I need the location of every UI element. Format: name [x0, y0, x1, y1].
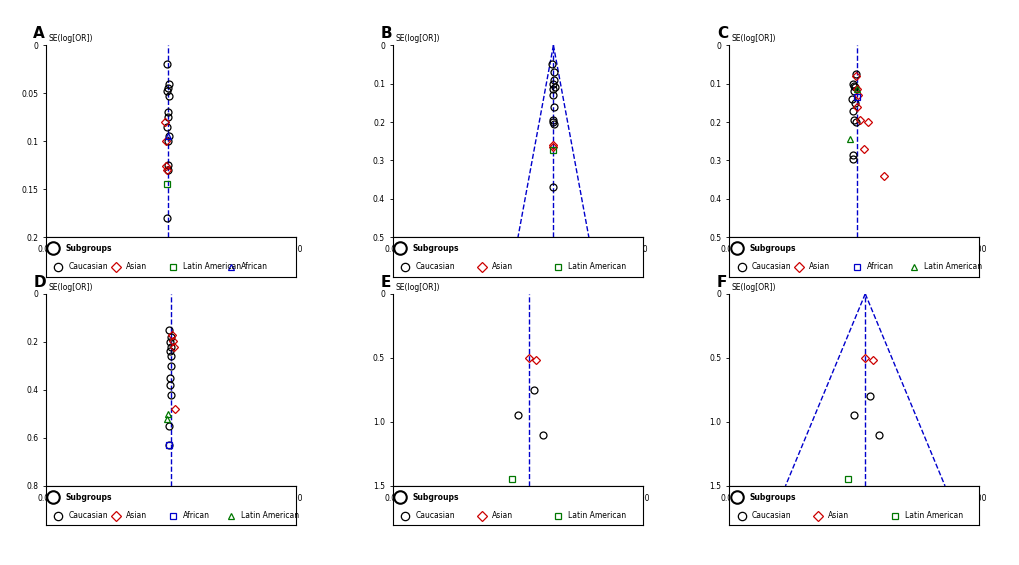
Text: Subgroups: Subgroups	[749, 245, 795, 254]
Text: Caucasian: Caucasian	[415, 511, 454, 520]
Text: Caucasian: Caucasian	[415, 263, 454, 271]
Text: OR: OR	[631, 488, 642, 497]
Text: Subgroups: Subgroups	[749, 493, 795, 502]
Text: Asian: Asian	[125, 511, 147, 520]
Text: Subgroups: Subgroups	[413, 245, 459, 254]
Text: Caucasian: Caucasian	[68, 511, 108, 520]
Text: Latin American: Latin American	[240, 511, 299, 520]
Text: Latin American: Latin American	[568, 511, 626, 520]
Text: Asian: Asian	[125, 263, 147, 271]
Text: Subgroups: Subgroups	[66, 245, 112, 254]
Text: Caucasian: Caucasian	[68, 263, 108, 271]
Text: Asian: Asian	[808, 263, 829, 271]
Text: African: African	[240, 263, 268, 271]
Text: Latin American: Latin American	[568, 263, 626, 271]
Text: Caucasian: Caucasian	[751, 263, 791, 271]
Text: Caucasian: Caucasian	[751, 511, 791, 520]
Text: Asian: Asian	[491, 511, 513, 520]
Text: D: D	[34, 275, 46, 290]
Text: Latin American: Latin American	[904, 511, 962, 520]
Text: F: F	[716, 275, 727, 290]
Text: SE(log[OR]): SE(log[OR])	[394, 34, 439, 44]
Text: SE(log[OR]): SE(log[OR])	[731, 34, 775, 44]
Text: E: E	[380, 275, 390, 290]
Text: Latin American: Latin American	[923, 263, 981, 271]
Text: SE(log[OR]): SE(log[OR])	[394, 283, 439, 292]
Text: OR: OR	[284, 488, 296, 497]
Text: B: B	[380, 26, 391, 41]
Text: Asian: Asian	[827, 511, 849, 520]
Text: Subgroups: Subgroups	[66, 493, 112, 502]
Text: Asian: Asian	[491, 263, 513, 271]
Text: SE(log[OR]): SE(log[OR])	[731, 283, 775, 292]
Text: African: African	[183, 511, 210, 520]
Text: SE(log[OR]): SE(log[OR])	[48, 283, 93, 292]
Text: OR: OR	[631, 239, 642, 248]
Text: SE(log[OR]): SE(log[OR])	[48, 34, 93, 44]
Text: OR: OR	[967, 239, 978, 248]
Text: Latin American: Latin American	[183, 263, 242, 271]
Text: African: African	[866, 263, 893, 271]
Text: OR: OR	[967, 488, 978, 497]
Text: Subgroups: Subgroups	[413, 493, 459, 502]
Text: C: C	[716, 26, 728, 41]
Text: A: A	[34, 26, 45, 41]
Text: OR: OR	[284, 239, 296, 248]
